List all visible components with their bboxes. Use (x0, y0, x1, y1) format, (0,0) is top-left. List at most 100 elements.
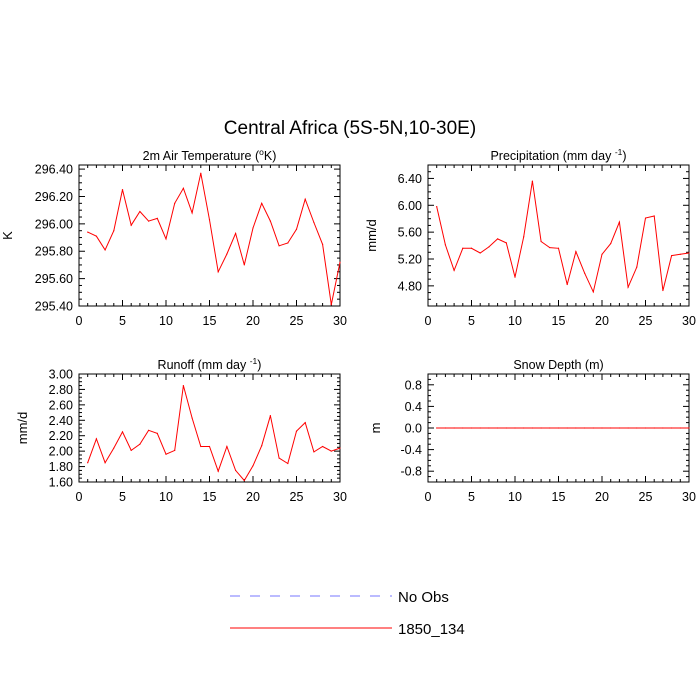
data-point (130, 224, 132, 226)
data-point (531, 427, 534, 429)
legend-label-1850-134: 1850_134 (398, 621, 465, 638)
data-point (330, 450, 332, 452)
data-point (87, 231, 89, 233)
y-tick-label: 5.20 (398, 253, 422, 267)
data-point (235, 469, 237, 472)
y-tick-label: 2.80 (49, 383, 73, 397)
data-point (313, 221, 315, 224)
x-tick-label: 20 (595, 314, 609, 328)
y-axis-label: K (0, 231, 15, 240)
data-point (287, 462, 289, 465)
data-point (653, 427, 655, 429)
data-point (295, 228, 298, 230)
x-tick-label: 10 (508, 314, 522, 328)
data-point (644, 217, 647, 219)
data-point (636, 266, 638, 268)
y-tick-label: 1.60 (49, 476, 73, 490)
x-tick-label: 20 (246, 314, 260, 328)
data-point (226, 445, 228, 448)
data-point (514, 427, 516, 429)
x-tick-label: 10 (508, 490, 522, 504)
data-point (139, 210, 141, 213)
data-point (618, 221, 621, 223)
data-point (662, 289, 664, 292)
data-point (121, 189, 124, 191)
data-point (174, 202, 176, 204)
data-point (497, 427, 499, 429)
y-tick-label: 0.8 (405, 378, 422, 392)
data-point (462, 427, 464, 429)
data-point (479, 427, 481, 429)
panel-snow-depth: 0 5 10 15 20 25 30 -0.8 -0.4 0.0 0.4 0.8 Snow Depth … (368, 358, 696, 504)
data-point (688, 427, 690, 429)
panel-title: Runoff (mm day -1) (158, 356, 262, 372)
data-point (592, 291, 594, 293)
data-point (488, 246, 490, 248)
y-tick-label: 296.00 (35, 217, 73, 231)
data-point (148, 429, 150, 431)
data-point (269, 220, 271, 222)
data-point (208, 219, 211, 221)
legend-label-no-obs: No Obs (398, 589, 449, 606)
data-point (636, 427, 638, 429)
x-tick-label: 25 (639, 314, 653, 328)
data-point (523, 236, 525, 238)
data-point (174, 449, 176, 451)
data-point (566, 283, 568, 286)
y-tick-label: 2.00 (49, 445, 73, 459)
data-point (295, 430, 298, 432)
data-point (453, 427, 455, 429)
data-point (313, 451, 315, 453)
data-point (627, 427, 629, 429)
y-tick-label: -0.8 (400, 465, 422, 479)
data-point (226, 253, 228, 255)
data-point (671, 427, 673, 429)
data-point (653, 215, 655, 217)
data-point (130, 449, 132, 451)
data-point (148, 220, 150, 222)
x-tick-label: 0 (76, 490, 83, 504)
y-tick-label: 2.60 (49, 398, 73, 412)
data-point (592, 427, 594, 429)
y-tick-label: 2.20 (49, 429, 73, 443)
data-point (304, 198, 306, 200)
x-tick-label: 20 (246, 490, 260, 504)
data-point (200, 172, 202, 174)
data-point (235, 232, 237, 235)
y-tick-label: 295.40 (35, 300, 73, 314)
data-point (330, 304, 332, 306)
x-tick-label: 15 (203, 314, 217, 328)
data-point (182, 187, 184, 189)
data-point (436, 206, 438, 208)
x-tick-label: 10 (159, 314, 173, 328)
data-point (610, 427, 612, 429)
data-point (261, 202, 263, 204)
data-point (575, 427, 577, 429)
data-point (436, 427, 438, 429)
series-line-air-temperature (87, 173, 341, 305)
data-point (671, 255, 673, 257)
data-point (462, 247, 464, 249)
x-tick-label: 15 (552, 490, 566, 504)
data-point (679, 253, 681, 255)
x-tick-label: 0 (425, 314, 432, 328)
data-point (261, 445, 263, 447)
x-tick-label: 15 (203, 490, 217, 504)
x-tick-label: 30 (333, 314, 347, 328)
data-point (618, 427, 621, 429)
data-point (444, 427, 446, 429)
data-point (104, 462, 106, 464)
data-point (182, 384, 184, 387)
y-tick-label: 0.0 (405, 422, 422, 436)
data-point (113, 447, 115, 449)
data-point (549, 427, 551, 429)
y-tick-label: 2.40 (49, 414, 73, 428)
x-tick-label: 10 (159, 490, 173, 504)
y-tick-label: 296.20 (35, 190, 73, 204)
series-line-precipitation (436, 181, 690, 294)
data-point (531, 180, 534, 182)
panel-precipitation: 0 5 10 15 20 25 30 4.80 5.20 5.60 6.00 6.40 Precipit… (364, 147, 696, 328)
data-point (679, 427, 681, 429)
x-tick-label: 0 (425, 490, 432, 504)
x-tick-label: 25 (290, 490, 304, 504)
